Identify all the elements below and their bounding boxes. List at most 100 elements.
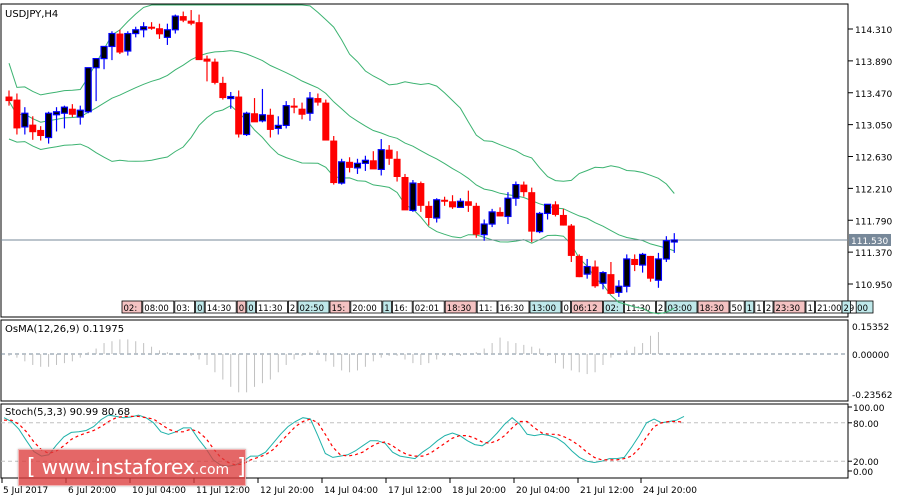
candle-body-bull (670, 239, 678, 243)
candle (330, 136, 338, 185)
session-marker (497, 300, 530, 314)
candle (670, 233, 678, 253)
candle (171, 14, 179, 34)
candle-body-bear (116, 33, 124, 53)
session-marker (603, 300, 624, 314)
session-marker (142, 300, 175, 314)
candle (258, 88, 267, 123)
session-marker (571, 300, 603, 314)
time-tick-label: 18 Jul 20:00 (452, 486, 506, 496)
session-marker (729, 300, 745, 314)
candle (108, 31, 116, 61)
candle (116, 29, 124, 55)
candle-body-bear (29, 124, 37, 133)
candle-body-bull (512, 183, 520, 199)
candle-body-bear (251, 113, 259, 123)
candle-body-bear (449, 201, 457, 208)
session-marker-label: 02: (124, 304, 138, 314)
candle-body-bear (203, 58, 211, 62)
watermark-tld: .com (194, 462, 230, 478)
candle-body-bull (132, 29, 140, 35)
candle-body-bull (504, 197, 512, 218)
candle (638, 252, 647, 273)
candle (100, 45, 108, 70)
candle (68, 104, 76, 118)
candlesticks[interactable] (5, 10, 678, 297)
session-marker (697, 300, 730, 314)
session-marker-label: 11:30 (258, 304, 283, 314)
candle-body-bear (322, 102, 330, 141)
osma-tick-label: 0.15352 (852, 323, 889, 333)
candle (346, 157, 354, 173)
candle (551, 201, 559, 217)
session-marker-label: 06:12 (573, 304, 598, 314)
candle-body-bear (647, 255, 655, 279)
candle-body-bear (5, 96, 13, 102)
instaforex-watermark: [www.instaforex.com] (18, 449, 246, 486)
candle (488, 208, 496, 228)
session-marker (805, 300, 816, 314)
session-marker-label: 13:00 (532, 304, 557, 314)
current-price-label: 111.530 (851, 237, 888, 247)
candle-body-bear (155, 28, 163, 35)
candle-body-bull (171, 15, 179, 31)
candle (654, 252, 663, 288)
candle-body-bull (409, 182, 417, 211)
candle (338, 158, 346, 185)
main-price-panel[interactable] (0, 3, 849, 318)
osma-panel[interactable] (0, 319, 849, 402)
candle (369, 151, 377, 170)
candle (662, 236, 670, 262)
session-marker-label: 02: (605, 304, 619, 314)
session-marker-label: 0 (197, 304, 202, 314)
session-marker (195, 300, 205, 314)
candle (575, 254, 583, 278)
session-marker-label: 08:00 (144, 304, 169, 314)
candle-body-bear (551, 204, 559, 215)
candle-body-bull (338, 161, 346, 184)
candle-body-bear (528, 192, 536, 232)
stoch-label: Stoch(5,3,3) 90.99 80.68 (5, 407, 130, 418)
time-tick-label: 6 Jul 20:00 (68, 486, 117, 496)
candle-body-bull (543, 203, 552, 215)
session-marker-label: 16: (394, 304, 408, 314)
session-marker (204, 300, 237, 314)
session-marker (350, 300, 383, 314)
candle (179, 11, 187, 23)
session-marker-label: 2 (844, 304, 849, 314)
session-marker-label: 1 (384, 304, 389, 314)
candle (623, 254, 631, 293)
candle (266, 108, 274, 138)
price-tick-label: 113.050 (855, 122, 892, 132)
stoch-tick-label: 20.00 (853, 458, 879, 468)
candle (235, 90, 243, 138)
candle (322, 99, 330, 141)
price-tick-label: 111.370 (855, 249, 892, 259)
time-tick-label: 17 Jul 12:00 (388, 486, 442, 496)
session-marker-label: 21:00 (817, 304, 842, 314)
session-marker (297, 300, 330, 314)
session-marker (744, 300, 755, 314)
session-marker (391, 300, 413, 314)
session-marker (624, 300, 656, 314)
price-tick-label: 113.890 (855, 58, 892, 68)
stoch-tick-label: 0.00 (853, 468, 873, 478)
candle-body-bull (21, 112, 29, 128)
candle (282, 101, 290, 129)
candle-body-bear (187, 20, 195, 24)
watermark-domain: www.instaforex (41, 455, 195, 479)
candle (84, 67, 92, 114)
time-tick-label: 21 Jul 12:00 (580, 486, 634, 496)
candle-body-bull (124, 32, 132, 52)
candle (306, 91, 314, 121)
candle (647, 255, 655, 282)
candle (187, 10, 195, 26)
candle-body-bear (330, 140, 338, 184)
bb-middle-line (8, 50, 675, 252)
candle (409, 180, 417, 212)
candle (607, 261, 615, 294)
session-time-markers: 02: 08:00 03: 0 14:30 0 0 11:30 2 02:50 15: 20:00 1 1… (121, 300, 874, 314)
candle-body-bull (638, 253, 647, 266)
